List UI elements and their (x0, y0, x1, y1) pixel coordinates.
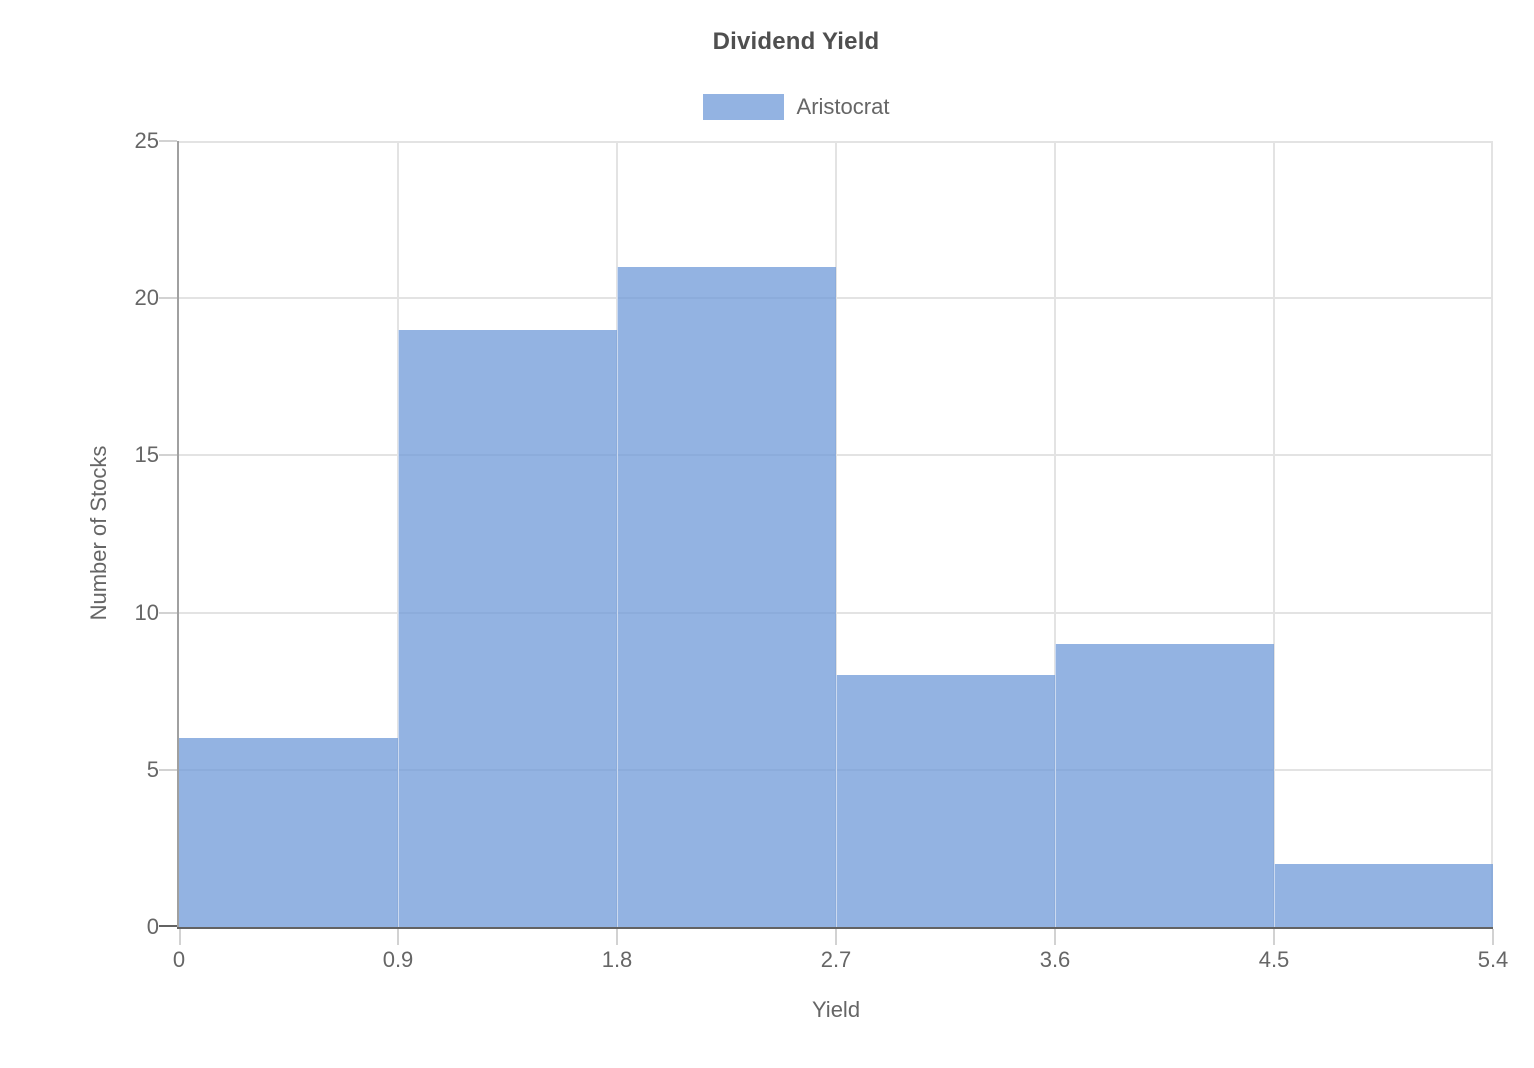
x-tick-label: 0.9 (382, 947, 414, 972)
x-axis-tick (1492, 929, 1494, 945)
gridline-v (1054, 141, 1056, 927)
histogram-bar-0.9-1.8[interactable] (398, 329, 617, 927)
x-tick-label: 5.4 (1477, 947, 1509, 972)
x-tick-label: 3.6 (1039, 947, 1071, 972)
x-axis-title: Yield (811, 997, 861, 1022)
x-axis-tick (179, 929, 181, 945)
y-tick-label: 10 (134, 599, 159, 625)
histogram-bar-2.7-3.6[interactable] (836, 675, 1055, 927)
y-axis-tick (159, 768, 177, 771)
x-axis-tick (835, 929, 837, 945)
y-axis-line (177, 141, 179, 929)
x-tick-label: 4.5 (1258, 947, 1290, 972)
gridline-v (1273, 141, 1275, 927)
legend: Aristocrat (58, 94, 1534, 120)
chart-title: Dividend Yield (712, 28, 880, 55)
y-tick-label: 25 (134, 128, 159, 153)
plot-area: 0 5 10 15 20 25 0 0.9 1.8 2.7 3.6 4.5 5.4 (135, 128, 1509, 972)
y-axis-tick (159, 611, 177, 614)
x-axis-tick (1273, 929, 1275, 945)
y-tick-label: 15 (134, 442, 159, 468)
gridline-v (835, 141, 837, 927)
histogram-bar-0-0.9[interactable] (179, 738, 398, 927)
x-axis-tick (1054, 929, 1056, 945)
x-tick-label: 1.8 (601, 947, 633, 972)
legend-swatch-icon (702, 94, 784, 120)
y-axis-title: Number of Stocks (86, 445, 111, 621)
x-axis-tick (616, 929, 618, 945)
histogram-bar-3.6-4.5[interactable] (1055, 644, 1274, 927)
y-axis-tick (159, 140, 177, 142)
x-axis-tick (397, 929, 399, 945)
x-tick-label: 2.7 (820, 947, 852, 972)
gridline-v (1491, 141, 1493, 927)
y-tick-label: 20 (134, 285, 159, 311)
y-tick-label: 0 (146, 914, 159, 939)
x-tick-label: 0 (172, 947, 186, 972)
x-axis-line (177, 927, 1493, 929)
histogram-bar-1.8-2.7[interactable] (617, 266, 836, 927)
legend-item-aristocrat[interactable]: Aristocrat (702, 94, 890, 120)
y-tick-label: 5 (146, 756, 159, 782)
y-axis-tick (159, 454, 177, 457)
y-axis-tick (159, 297, 177, 300)
y-axis-tick (159, 925, 177, 927)
legend-label: Aristocrat (796, 94, 890, 119)
histogram-bar-4.5-5.4[interactable] (1274, 864, 1493, 927)
